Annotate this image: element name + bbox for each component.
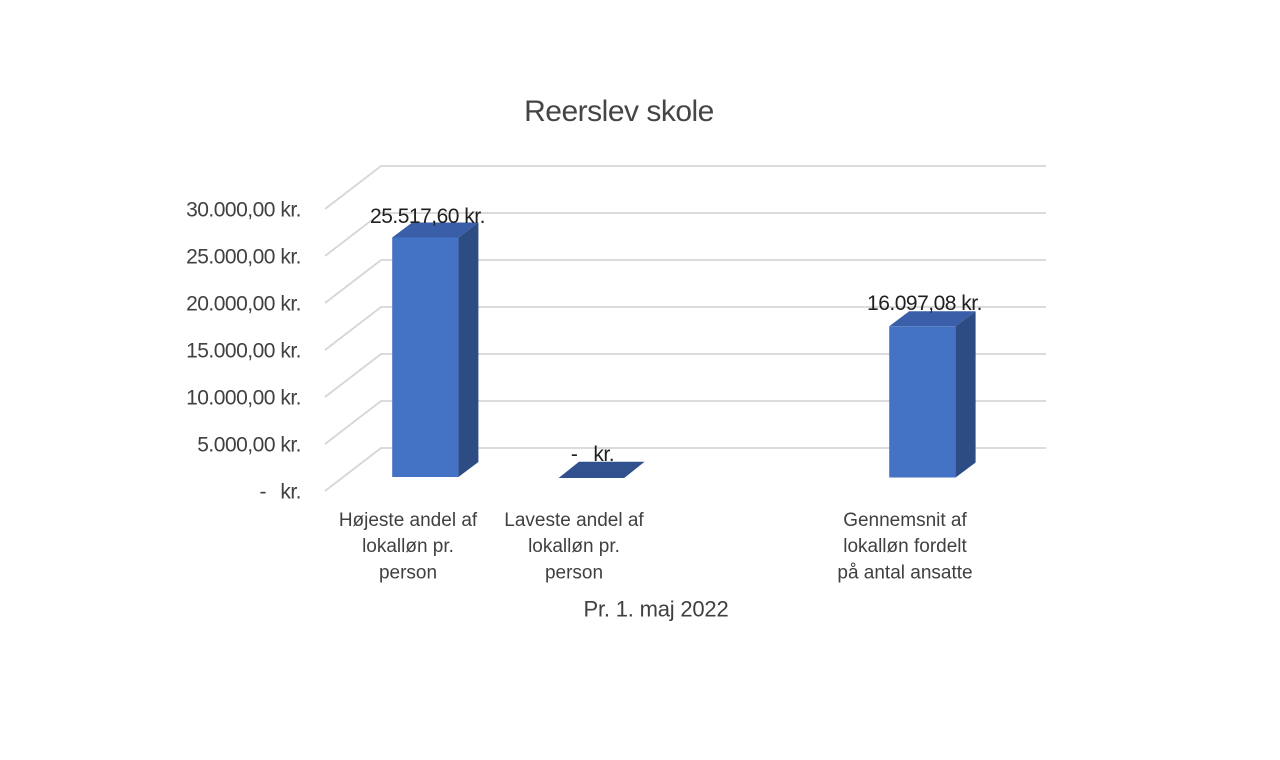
svg-text:person: person [545, 562, 603, 583]
svg-text:10.000,00 kr.: 10.000,00 kr. [186, 387, 301, 410]
svg-text:25.000,00 kr.: 25.000,00 kr. [186, 246, 301, 269]
svg-text:Højeste andel af: Højeste andel af [339, 510, 478, 531]
svg-text:lokalløn pr.: lokalløn pr. [528, 536, 620, 557]
svg-text:person: person [379, 562, 437, 583]
svg-text:15.000,00 kr.: 15.000,00 kr. [186, 340, 301, 363]
svg-text:30.000,00 kr.: 30.000,00 kr. [186, 199, 301, 222]
svg-text:25.517,60 kr.: 25.517,60 kr. [370, 205, 485, 228]
svg-text:16.097,08 kr.: 16.097,08 kr. [867, 292, 982, 315]
svg-text:- kr.: - kr. [571, 443, 614, 466]
svg-text:Pr. 1. maj 2022: Pr. 1. maj 2022 [584, 597, 729, 622]
svg-text:- kr.: - kr. [259, 481, 301, 504]
svg-text:på antal ansatte: på antal ansatte [837, 562, 972, 583]
svg-text:Reerslev skole: Reerslev skole [524, 95, 714, 128]
svg-text:20.000,00 kr.: 20.000,00 kr. [186, 293, 301, 316]
svg-text:5.000,00 kr.: 5.000,00 kr. [197, 434, 301, 457]
svg-text:Gennemsnit af: Gennemsnit af [843, 510, 967, 531]
svg-text:lokalløn pr.: lokalløn pr. [362, 536, 454, 557]
svg-text:Laveste andel af: Laveste andel af [504, 510, 644, 531]
svg-text:lokalløn fordelt: lokalløn fordelt [843, 536, 967, 557]
